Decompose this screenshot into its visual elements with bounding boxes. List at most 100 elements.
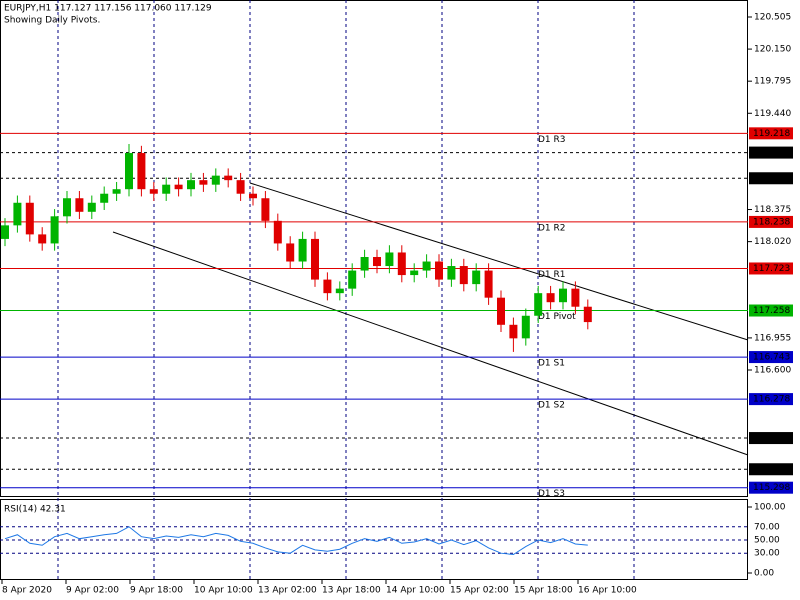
candle-body bbox=[323, 279, 332, 294]
level-price-box bbox=[749, 481, 793, 494]
candle-body bbox=[211, 175, 220, 185]
candle-body bbox=[534, 293, 543, 316]
candle-body bbox=[286, 243, 295, 262]
candle-body bbox=[571, 288, 580, 307]
candle-body bbox=[472, 270, 481, 285]
rsi-line bbox=[4, 526, 588, 556]
rsi-tick-label: 0.00 bbox=[754, 569, 774, 579]
level-price-label: 119.218 bbox=[753, 129, 790, 139]
level-price-label: 117.258 bbox=[753, 306, 790, 316]
level-price-label: 115.847 bbox=[753, 434, 790, 444]
level-name: D1 S1 bbox=[538, 359, 565, 369]
level-price-label: 116.278 bbox=[753, 395, 790, 405]
level-price-box bbox=[749, 432, 793, 445]
x-tick-label: 8 Apr 2020 bbox=[2, 586, 52, 596]
candle-body bbox=[236, 180, 245, 194]
channel-upper bbox=[249, 182, 749, 341]
candle-body bbox=[422, 261, 431, 271]
x-tick-label: 10 Apr 10:00 bbox=[194, 586, 253, 596]
level-price-box bbox=[749, 304, 793, 317]
candle-body bbox=[38, 234, 47, 244]
x-tick-label: 16 Apr 10:00 bbox=[578, 586, 637, 596]
x-tick-label: 9 Apr 18:00 bbox=[130, 586, 183, 596]
level-price-box bbox=[749, 172, 793, 185]
candle-body bbox=[249, 193, 257, 199]
y-tick-label: 119.795 bbox=[754, 77, 791, 87]
main-panel bbox=[0, 0, 748, 497]
candle-body bbox=[435, 261, 443, 280]
candle-body bbox=[87, 202, 96, 212]
level-price-box bbox=[749, 262, 793, 275]
chart-subtitle: Showing Daily Pivots. bbox=[4, 16, 100, 26]
level-price-box bbox=[749, 463, 793, 476]
candle-body bbox=[447, 266, 456, 280]
candle-body bbox=[509, 324, 518, 339]
candle-body bbox=[13, 202, 22, 226]
y-tick-label: 118.020 bbox=[754, 237, 791, 247]
y-tick-label: 120.505 bbox=[754, 12, 791, 22]
level-price-box bbox=[749, 146, 793, 159]
channel-lower bbox=[112, 231, 749, 456]
candle-body bbox=[311, 238, 319, 280]
y-tick-label: 118.375 bbox=[754, 205, 791, 215]
candle-body bbox=[521, 315, 530, 339]
candle-body bbox=[199, 180, 208, 185]
candle-body bbox=[100, 193, 109, 203]
level-price-label: 118.721 bbox=[753, 174, 790, 184]
x-tick-label: 13 Apr 18:00 bbox=[322, 586, 381, 596]
candle-body bbox=[583, 306, 592, 323]
level-price-box bbox=[749, 351, 793, 364]
rsi-tick-label: 50.00 bbox=[754, 535, 780, 545]
x-tick-label: 15 Apr 18:00 bbox=[514, 586, 573, 596]
rsi-title: RSI(14) 42.31 bbox=[4, 505, 66, 515]
candle-body bbox=[397, 252, 406, 276]
candle-body bbox=[385, 252, 394, 267]
level-price-box bbox=[749, 215, 793, 228]
level-price-label: 119.005 bbox=[753, 148, 790, 158]
level-name: D1 R1 bbox=[538, 270, 566, 280]
candle-body bbox=[125, 153, 133, 190]
candle-body bbox=[174, 184, 183, 190]
x-tick-label: 14 Apr 10:00 bbox=[386, 586, 445, 596]
rsi-tick-label: 70.00 bbox=[754, 522, 780, 532]
level-price-box bbox=[749, 127, 793, 140]
candle-body bbox=[137, 153, 146, 190]
candle-body bbox=[360, 256, 369, 271]
level-name: D1 Pivot bbox=[538, 312, 576, 322]
y-tick-label: 120.150 bbox=[754, 45, 791, 55]
candle-body bbox=[410, 270, 419, 276]
candle-body bbox=[261, 198, 270, 221]
level-name: D1 S3 bbox=[538, 489, 565, 499]
x-tick-label: 15 Apr 02:00 bbox=[450, 586, 509, 596]
candle-body bbox=[373, 256, 381, 267]
rsi-tick-label: 30.00 bbox=[754, 549, 780, 559]
candle-body bbox=[459, 266, 468, 285]
candle-body bbox=[75, 198, 84, 212]
y-tick-label: 116.955 bbox=[754, 333, 791, 343]
level-name: D1 S2 bbox=[538, 401, 565, 411]
x-tick-label: 13 Apr 02:00 bbox=[258, 586, 317, 596]
candle-body bbox=[112, 189, 121, 194]
level-price-label: 117.723 bbox=[753, 264, 790, 274]
level-name: D1 R2 bbox=[538, 223, 566, 233]
level-name: D1 R3 bbox=[538, 135, 566, 145]
rsi-tick-label: 100.00 bbox=[754, 502, 786, 512]
level-price-box bbox=[749, 393, 793, 406]
candle-body bbox=[335, 288, 344, 294]
candle-body bbox=[25, 202, 34, 235]
x-tick-label: 9 Apr 02:00 bbox=[66, 586, 119, 596]
level-price-label: 116.743 bbox=[753, 353, 790, 363]
candle-body bbox=[546, 293, 555, 303]
candle-body bbox=[162, 184, 171, 194]
y-tick-label: 116.600 bbox=[754, 365, 791, 375]
candle-body bbox=[224, 175, 233, 181]
candle-body bbox=[149, 189, 158, 194]
candle-body bbox=[559, 288, 567, 303]
candle-body bbox=[497, 297, 505, 325]
candle-body bbox=[50, 216, 59, 244]
level-price-label: 115.502 bbox=[753, 465, 790, 475]
candle-body bbox=[1, 225, 9, 239]
candle-body bbox=[187, 180, 195, 190]
